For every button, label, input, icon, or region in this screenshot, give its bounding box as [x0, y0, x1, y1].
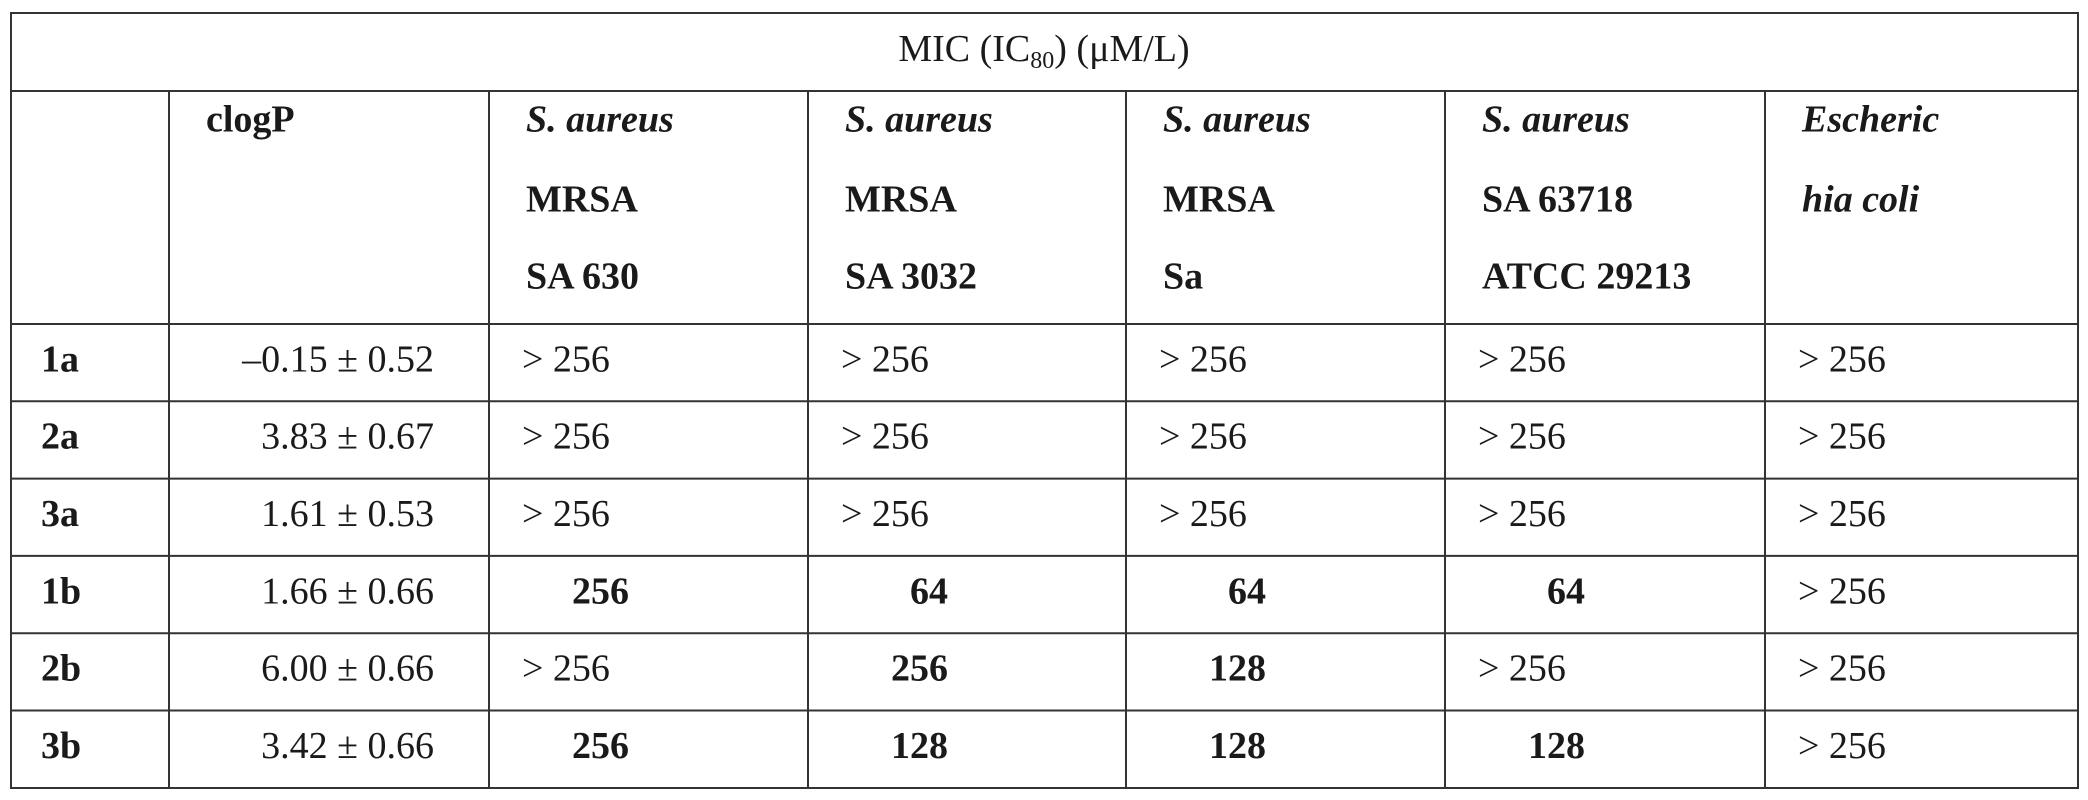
row-label: 1a — [41, 338, 79, 380]
clogp-cell: 3.42 ± 0.66 — [261, 725, 434, 767]
column-header: S. aureus — [845, 99, 993, 141]
mic-cell: > 256 — [1798, 493, 1886, 535]
mic-cell: 64 — [910, 570, 948, 612]
mic-cell: > 256 — [1478, 416, 1566, 458]
row-label: 1b — [41, 570, 81, 612]
mic-cell: > 256 — [1798, 570, 1886, 612]
mic-cell: 256 — [572, 570, 629, 612]
column-header: hia coli — [1802, 179, 1920, 221]
mic-cell: 256 — [572, 725, 629, 767]
mic-cell: > 256 — [1159, 493, 1247, 535]
title-text: MIC (IC — [898, 28, 1030, 70]
column-header: MRSA — [526, 179, 638, 221]
mic-cell: > 256 — [1798, 338, 1886, 380]
mic-cell: > 256 — [522, 493, 610, 535]
row-label: 3a — [41, 493, 79, 535]
mic-cell: > 256 — [841, 493, 929, 535]
mic-cell: > 256 — [841, 416, 929, 458]
row-label: 2b — [41, 648, 81, 690]
mic-cell: > 256 — [1478, 493, 1566, 535]
mic-cell: 256 — [891, 648, 948, 690]
mic-cell: > 256 — [522, 648, 610, 690]
column-header: S. aureus — [1163, 99, 1311, 141]
column-header: MRSA — [1163, 179, 1275, 221]
column-header: S. aureus — [526, 99, 674, 141]
column-header: Sa — [1163, 256, 1203, 298]
column-header: Escheric — [1801, 99, 1939, 141]
mic-cell: > 256 — [1798, 416, 1886, 458]
mic-cell: > 256 — [1159, 338, 1247, 380]
mic-cell: 128 — [1209, 648, 1266, 690]
column-header: SA 63718 — [1482, 179, 1633, 221]
title-suffix: ) (μM/L) — [1054, 28, 1189, 70]
mic-cell: 64 — [1547, 570, 1585, 612]
column-header: SA 630 — [526, 256, 639, 298]
mic-cell: > 256 — [1478, 648, 1566, 690]
column-header: MRSA — [845, 179, 957, 221]
mic-cell: > 256 — [522, 416, 610, 458]
mic-cell: 128 — [1209, 725, 1266, 767]
clogp-cell: 1.66 ± 0.66 — [261, 570, 434, 612]
mic-cell: > 256 — [841, 338, 929, 380]
row-label: 3b — [41, 725, 81, 767]
clogp-cell: 3.83 ± 0.67 — [261, 416, 434, 458]
mic-cell: > 256 — [1798, 648, 1886, 690]
clogp-cell: 1.61 ± 0.53 — [261, 493, 434, 535]
column-header: ATCC 29213 — [1482, 256, 1691, 298]
column-header: S. aureus — [1482, 99, 1630, 141]
mic-cell: > 256 — [1159, 416, 1247, 458]
row-label: 2a — [41, 416, 79, 458]
mic-cell: 128 — [1528, 725, 1585, 767]
title-subscript: 80 — [1030, 48, 1054, 74]
mic-cell: > 256 — [1478, 338, 1566, 380]
clogp-cell: 6.00 ± 0.66 — [261, 648, 434, 690]
mic-cell: > 256 — [1798, 725, 1886, 767]
clogp-cell: –0.15 ± 0.52 — [241, 338, 434, 380]
mic-cell: 64 — [1228, 570, 1266, 612]
column-header: SA 3032 — [845, 256, 977, 298]
table-title: MIC (IC80) (μM/L) — [898, 28, 1189, 74]
mic-cell: > 256 — [522, 338, 610, 380]
column-header: clogP — [206, 99, 295, 141]
mic-cell: 128 — [891, 725, 948, 767]
